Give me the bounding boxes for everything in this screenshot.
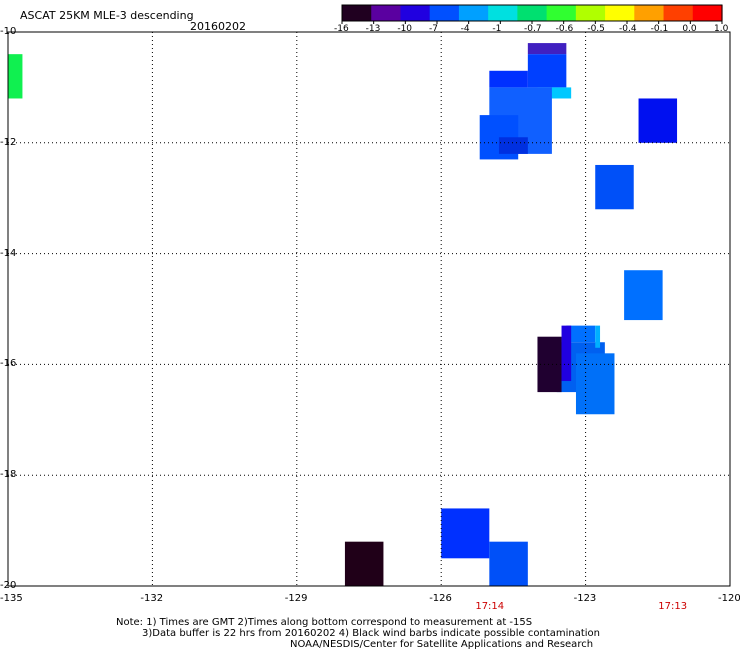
colorbar-segment: [663, 5, 694, 21]
note-line-2: 3)Data buffer is 22 hrs from 20160202 4)…: [142, 628, 600, 639]
data-cell: [595, 164, 634, 210]
colorbar-label: 1.0: [714, 24, 729, 34]
colorbar-label: -0.6: [555, 24, 574, 34]
data-cell: [561, 325, 572, 382]
colorbar-label: -4: [460, 24, 470, 34]
data-cell: [441, 508, 490, 559]
colorbar: [341, 4, 723, 24]
date: 20160202: [190, 20, 246, 33]
data-cell: [489, 541, 528, 586]
longitude-label: -132: [140, 593, 164, 604]
latitude-label: -16: [0, 358, 17, 370]
time-label: 17:13: [658, 601, 688, 612]
longitude-label: -126: [429, 593, 452, 604]
colorbar-segment: [517, 5, 548, 21]
data-cell: [595, 325, 601, 348]
latitude-label: -14: [0, 247, 17, 259]
data-cell: [527, 54, 567, 88]
colorbar-segment: [692, 5, 723, 21]
note-line-1: Note: 1) Times are GMT 2)Times along bot…: [116, 617, 533, 628]
data-cell: [537, 87, 572, 99]
colorbar-segment: [400, 5, 431, 21]
colorbar-segment: [488, 5, 518, 21]
longitude-label: -123: [573, 593, 597, 604]
latitude-label: -18: [0, 469, 17, 481]
colorbar-label: -10: [397, 24, 413, 34]
note-line-3: NOAA/NESDIS/Center for Satellite Applica…: [290, 639, 594, 650]
data-cell: [638, 98, 678, 143]
plot-frame: [7, 31, 731, 587]
colorbar-label: -0.1: [650, 24, 669, 34]
latitude-label: -20: [0, 580, 17, 591]
colorbar-label: -16: [334, 24, 349, 34]
colorbar-label: -0.7: [524, 24, 542, 34]
data-cell: [624, 270, 663, 321]
colorbar-label: -7: [429, 24, 438, 34]
colorbar-label: -0.4: [619, 24, 637, 34]
colorbar-label: -0.5: [587, 24, 605, 34]
data-cell: [498, 137, 528, 154]
data-cell: [537, 336, 562, 393]
title: ASCAT 25KM MLE-3 descending: [20, 9, 194, 22]
colorbar-segment: [575, 5, 606, 21]
data-cell: [566, 325, 596, 343]
colorbar-segment: [458, 5, 489, 21]
colorbar-label: -13: [365, 24, 381, 34]
data-cell: [575, 353, 615, 415]
grid: [8, 32, 730, 586]
data-cell: [527, 43, 567, 55]
longitude-label: -120: [718, 593, 740, 604]
colorbar-segment: [605, 5, 635, 21]
colorbar-label: -1: [492, 24, 502, 34]
longitude-label: -129: [284, 593, 308, 604]
data-cell: [344, 541, 384, 586]
colorbar-segment: [546, 5, 577, 21]
colorbar-segment: [634, 5, 665, 21]
data-cell: [489, 70, 528, 88]
latitude-label: -10: [0, 26, 17, 37]
data-cells: [8, 43, 678, 586]
time-label: 17:14: [475, 601, 505, 612]
colorbar-segment: [371, 5, 402, 21]
colorbar-segment: [342, 5, 372, 21]
longitude-label: -135: [0, 593, 23, 604]
data-cell: [8, 54, 23, 99]
colorbar-segment: [429, 5, 460, 21]
latitude-label: -12: [0, 136, 17, 148]
colorbar-label: 0.0: [682, 24, 697, 34]
